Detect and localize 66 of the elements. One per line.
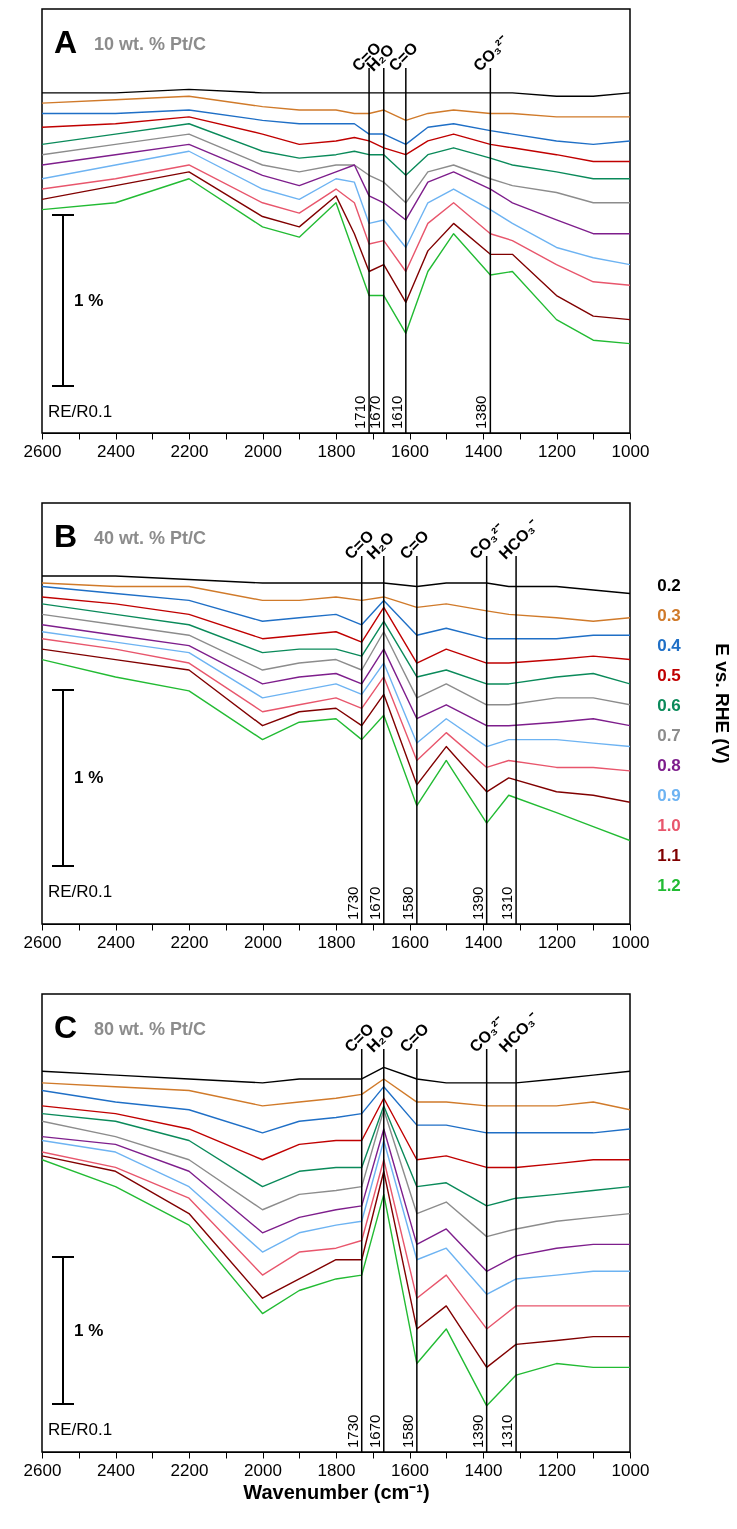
chart-subtitle: 10 wt. % Pt/C [94,34,207,54]
text: 0.8 [657,756,681,775]
series-label: 0.3 [657,606,681,625]
ref-line-label: 1670 [365,1414,383,1448]
x-tick-label: 2000 [244,441,282,461]
x-tick-label: 2000 [244,1460,282,1480]
ref-line-label: 1670 [365,886,383,920]
x-tick-label: 1600 [391,441,429,461]
x-tick-label: 1600 [391,932,429,952]
ref-line-label: 1390 [468,886,486,920]
text: 1.1 [657,846,681,865]
x-tick-label: 1600 [391,1460,429,1480]
ref-line-label: 1730 [343,886,361,920]
x-tick-label: 1400 [464,1460,503,1480]
chart-title: B [54,518,78,554]
series-label: 0.4 [657,636,682,655]
series-label: 0.6 [657,696,681,715]
chart-subtitle: 40 wt. % Pt/C [94,528,207,548]
ref-line-label: 1580 [398,886,416,920]
annotation: 1 % [74,290,104,310]
series-label: 0.2 [657,576,681,595]
x-axis-title: Wavenumber (cm⁻¹) [243,1480,430,1503]
ref-line-label: 1390 [468,1414,486,1448]
text: 0.9 [657,786,681,805]
ref-line-label: 1580 [398,1414,416,1448]
annotation: RE/R0.1 [48,402,113,421]
chart-subtitle: 80 wt. % Pt/C [94,1019,207,1039]
x-tick-label: 1000 [611,441,650,461]
x-tick-label: 1000 [611,1460,650,1480]
x-tick-label: 2600 [23,441,62,461]
chart-title: A [54,24,78,60]
chart-title: C [54,1009,78,1045]
x-tick-label: 2600 [23,932,62,952]
annotation: RE/R0.1 [48,1420,113,1439]
x-tick-label: 2400 [97,1460,135,1480]
x-tick-label: 1400 [464,441,503,461]
text: 1.2 [657,876,681,895]
x-tick-label: 1200 [538,932,576,952]
x-tick-label: 2600 [23,1460,62,1480]
legend-title: E vs. RHE (V) [712,643,733,764]
text: C=O [396,1019,432,1056]
x-tick-label: 1800 [317,1460,356,1480]
x-tick-label: 1800 [317,441,356,461]
x-tick-label: 1400 [464,932,503,952]
text: C=O [396,526,432,563]
annotation: 1 % [74,1320,104,1340]
text: 0.7 [657,726,681,745]
x-tick-label: 1000 [611,932,650,952]
x-tick-label: 2200 [170,932,209,952]
x-tick-label: 2000 [244,932,282,952]
annotation: RE/R0.1 [48,882,113,901]
series-label: 0.5 [657,666,681,685]
ref-line-label: 1380 [472,395,490,429]
x-tick-label: 2400 [97,441,135,461]
x-tick-label: 2200 [170,441,209,461]
text: 1.0 [657,816,681,835]
x-tick-label: 2400 [97,932,135,952]
x-tick-label: 2200 [170,1460,209,1480]
ref-line-label: 1310 [498,1414,516,1448]
ref-line-label: 1730 [343,1414,361,1448]
x-tick-label: 1800 [317,932,356,952]
ref-line-label: 1310 [498,886,516,920]
ref-line-label: 1610 [387,395,405,429]
x-tick-label: 1200 [538,1460,576,1480]
annotation: 1 % [74,768,104,787]
x-tick-label: 1200 [538,441,576,461]
